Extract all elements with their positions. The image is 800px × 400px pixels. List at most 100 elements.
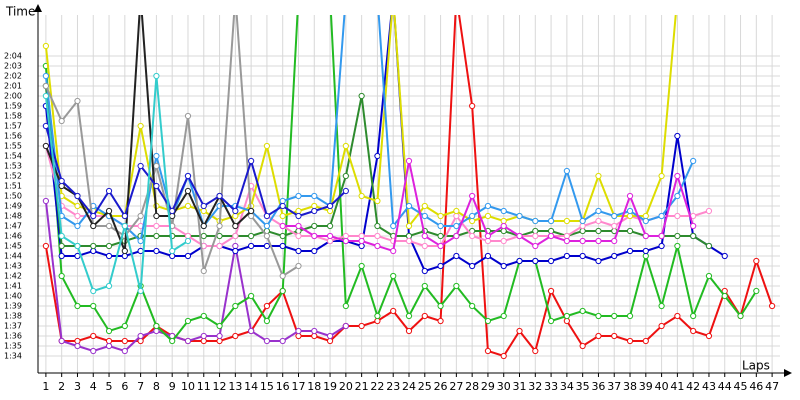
point [626, 212, 634, 220]
x-tick-label: 46 [749, 380, 763, 393]
point [105, 187, 113, 195]
x-tick-label: 40 [655, 380, 669, 393]
point [500, 352, 507, 360]
point [232, 232, 239, 240]
y-tick-label: 1:53 [4, 162, 22, 171]
point [358, 262, 365, 270]
x-tick-label: 2 [58, 380, 65, 393]
point [374, 242, 381, 250]
point [500, 217, 507, 225]
x-tick-label: 17 [291, 380, 305, 393]
point [184, 337, 192, 345]
point [658, 212, 665, 220]
x-tick-label: 19 [323, 380, 337, 393]
point [626, 192, 634, 200]
point [453, 252, 460, 260]
point [753, 257, 760, 265]
x-tick-label: 25 [418, 380, 432, 393]
point [705, 207, 713, 215]
point [563, 217, 570, 225]
point [405, 202, 413, 210]
point [58, 177, 65, 185]
point [42, 72, 49, 80]
point [200, 332, 207, 340]
point [674, 312, 681, 320]
point [690, 222, 697, 230]
point [374, 197, 381, 205]
point [295, 192, 302, 200]
x-tick-label: 7 [137, 380, 144, 393]
point [74, 212, 81, 220]
point [500, 227, 507, 235]
point [674, 192, 681, 200]
point [58, 232, 65, 240]
point [311, 247, 318, 255]
point [374, 152, 381, 160]
point [658, 232, 665, 240]
point [453, 232, 460, 240]
y-tick-label: 2:00 [4, 92, 22, 101]
point [390, 307, 397, 315]
y-tick-label: 1:47 [4, 222, 22, 231]
point [390, 222, 397, 230]
point [595, 207, 602, 215]
point [279, 242, 286, 250]
point [153, 222, 160, 230]
point [74, 222, 81, 230]
x-tick-label: 12 [213, 380, 227, 393]
x-tick-label: 24 [402, 380, 416, 393]
point [137, 287, 144, 295]
y-tick-label: 1:49 [4, 202, 22, 211]
point [105, 327, 113, 335]
y-tick-label: 1:44 [4, 252, 22, 261]
point [90, 332, 97, 340]
point [705, 332, 713, 340]
point [169, 252, 176, 260]
point [674, 212, 681, 220]
point [326, 232, 334, 240]
point [611, 252, 618, 260]
point [295, 327, 302, 335]
point [153, 152, 160, 160]
point [105, 282, 113, 290]
point [263, 242, 271, 250]
point [342, 187, 349, 195]
point [105, 342, 113, 350]
point [658, 242, 665, 250]
point [184, 232, 192, 240]
point [248, 242, 255, 250]
point [232, 207, 239, 215]
point [690, 327, 697, 335]
point [405, 222, 413, 230]
point [216, 192, 223, 200]
point [390, 247, 397, 255]
point [248, 157, 255, 165]
point [658, 322, 665, 330]
point [595, 237, 602, 245]
point [405, 312, 413, 320]
series-line [44, 75, 189, 293]
point [374, 222, 381, 230]
point [137, 337, 144, 345]
point [326, 202, 334, 210]
y-tick-label: 1:57 [4, 122, 22, 131]
point [437, 242, 444, 250]
series-line [44, 15, 252, 252]
point [74, 342, 81, 350]
axes: Time Laps 1:341:351:361:371:381:391:401:… [4, 4, 792, 393]
point [153, 72, 160, 80]
point [105, 252, 113, 260]
point [200, 267, 207, 275]
point [153, 322, 160, 330]
point [58, 182, 65, 190]
point [658, 302, 665, 310]
point [342, 322, 349, 330]
point [674, 242, 681, 250]
y-tick-label: 2:01 [4, 82, 22, 91]
point [579, 307, 586, 315]
point [358, 322, 365, 330]
point [405, 327, 413, 335]
point [295, 232, 302, 240]
point [532, 347, 539, 355]
point [611, 312, 618, 320]
